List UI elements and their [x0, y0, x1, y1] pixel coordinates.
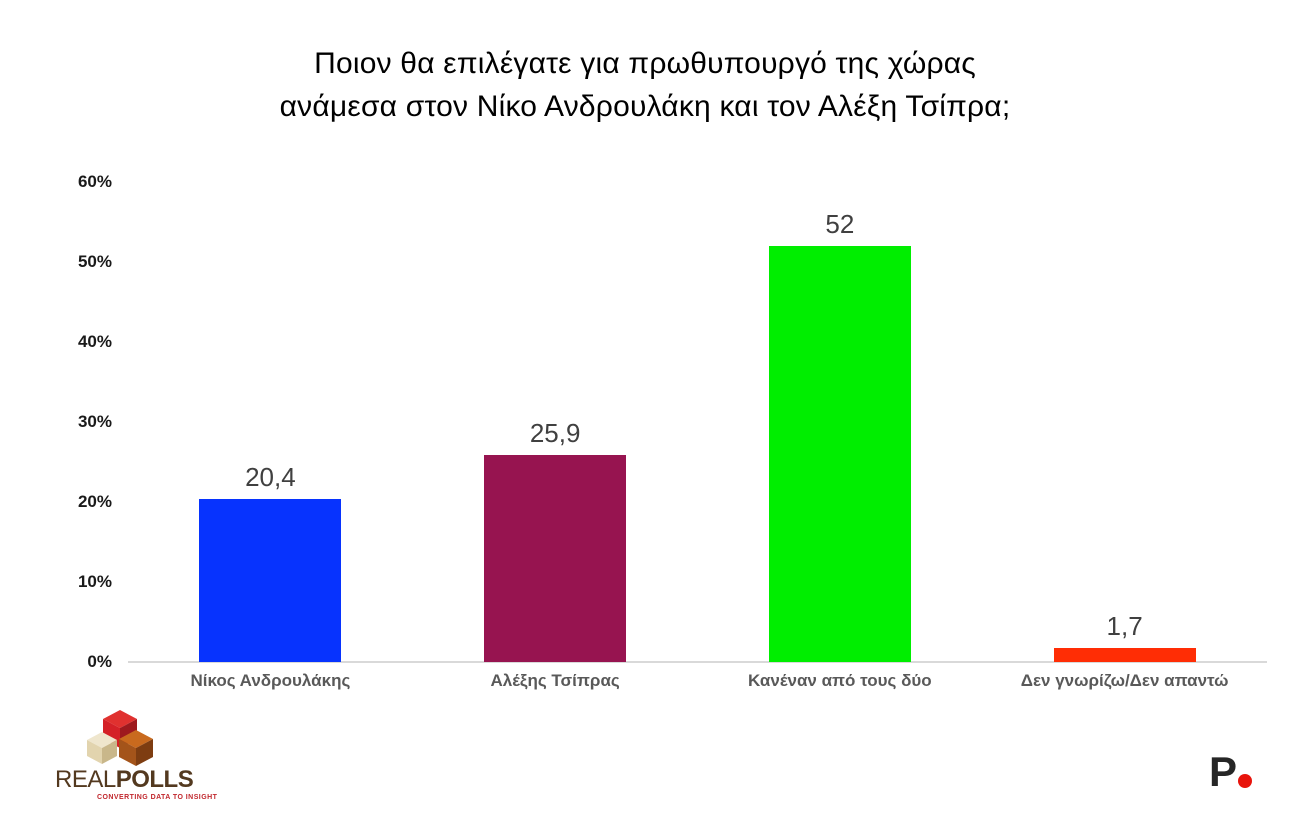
- p-logo: P: [1208, 748, 1252, 795]
- x-axis-labels: Νίκος Ανδρουλάκης Αλέξης Τσίπρας Κανέναν α…: [128, 671, 1267, 691]
- chart-title: Ποιον θα επιλέγατε για πρωθυπουργό της χ…: [0, 42, 1290, 128]
- category-label: Κανέναν από τους δύο: [748, 671, 932, 690]
- realpolls-wordmark: REALPOLLS: [55, 768, 205, 792]
- y-tick-label: 0%: [87, 652, 112, 671]
- category-label: Αλέξης Τσίπρας: [490, 671, 620, 690]
- category-label: Δεν γνωρίζω/Δεν απαντώ: [1020, 671, 1229, 690]
- p-logo-dot-icon: [1238, 774, 1252, 788]
- bar-1: 20,4: [199, 462, 342, 662]
- bar-value-label: 20,4: [245, 461, 296, 492]
- y-tick-label: 10%: [77, 572, 112, 592]
- bar-column: 52: [698, 182, 983, 662]
- bar-value-label: 25,9: [529, 417, 581, 448]
- y-axis: 0% 10% 20% 30% 40% 50% 60%: [42, 172, 112, 671]
- bar-column: 25,9: [413, 182, 698, 662]
- bar-chart: 0% 10% 20% 30% 40% 50% 60% 20,4 25,9 52 1,7 Νίκος…: [78, 172, 1267, 690]
- bar-4: 1,7: [1053, 611, 1196, 662]
- bar-column: 20,4: [128, 182, 413, 662]
- bar-column: 1,7: [982, 182, 1267, 662]
- realpolls-word-polls: POLLS: [115, 766, 194, 793]
- y-tick-label: 30%: [77, 412, 112, 431]
- bar-3: 52: [768, 209, 911, 662]
- y-tick-label: 20%: [77, 492, 112, 512]
- y-tick-label: 60%: [77, 172, 112, 191]
- y-tick-label: 40%: [77, 332, 112, 352]
- realpolls-cubes-icon: [87, 710, 153, 766]
- p-logo-letter: P: [1208, 748, 1237, 795]
- y-tick-label: 50%: [77, 252, 112, 271]
- realpolls-logo: REALPOLLS CONVERTING DATA TO INSIGHT: [55, 708, 218, 801]
- chart-title-line1: Ποιον θα επιλέγατε για πρωθυπουργό της χ…: [314, 47, 976, 80]
- realpolls-word-real: REAL: [55, 766, 116, 793]
- realpolls-tagline: CONVERTING DATA TO INSIGHT: [97, 794, 218, 801]
- bar-value-label: 52: [825, 209, 855, 239]
- x-axis-line: [128, 661, 1267, 663]
- category-label: Νίκος Ανδρουλάκης: [190, 671, 351, 690]
- bar-2: 25,9: [484, 418, 627, 662]
- plot-area: 20,4 25,9 52 1,7: [128, 182, 1267, 663]
- bar-value-label: 1,7: [1106, 611, 1143, 642]
- chart-title-line2: ανάμεσα στον Νίκο Ανδρουλάκη και τον Αλέ…: [279, 90, 1011, 123]
